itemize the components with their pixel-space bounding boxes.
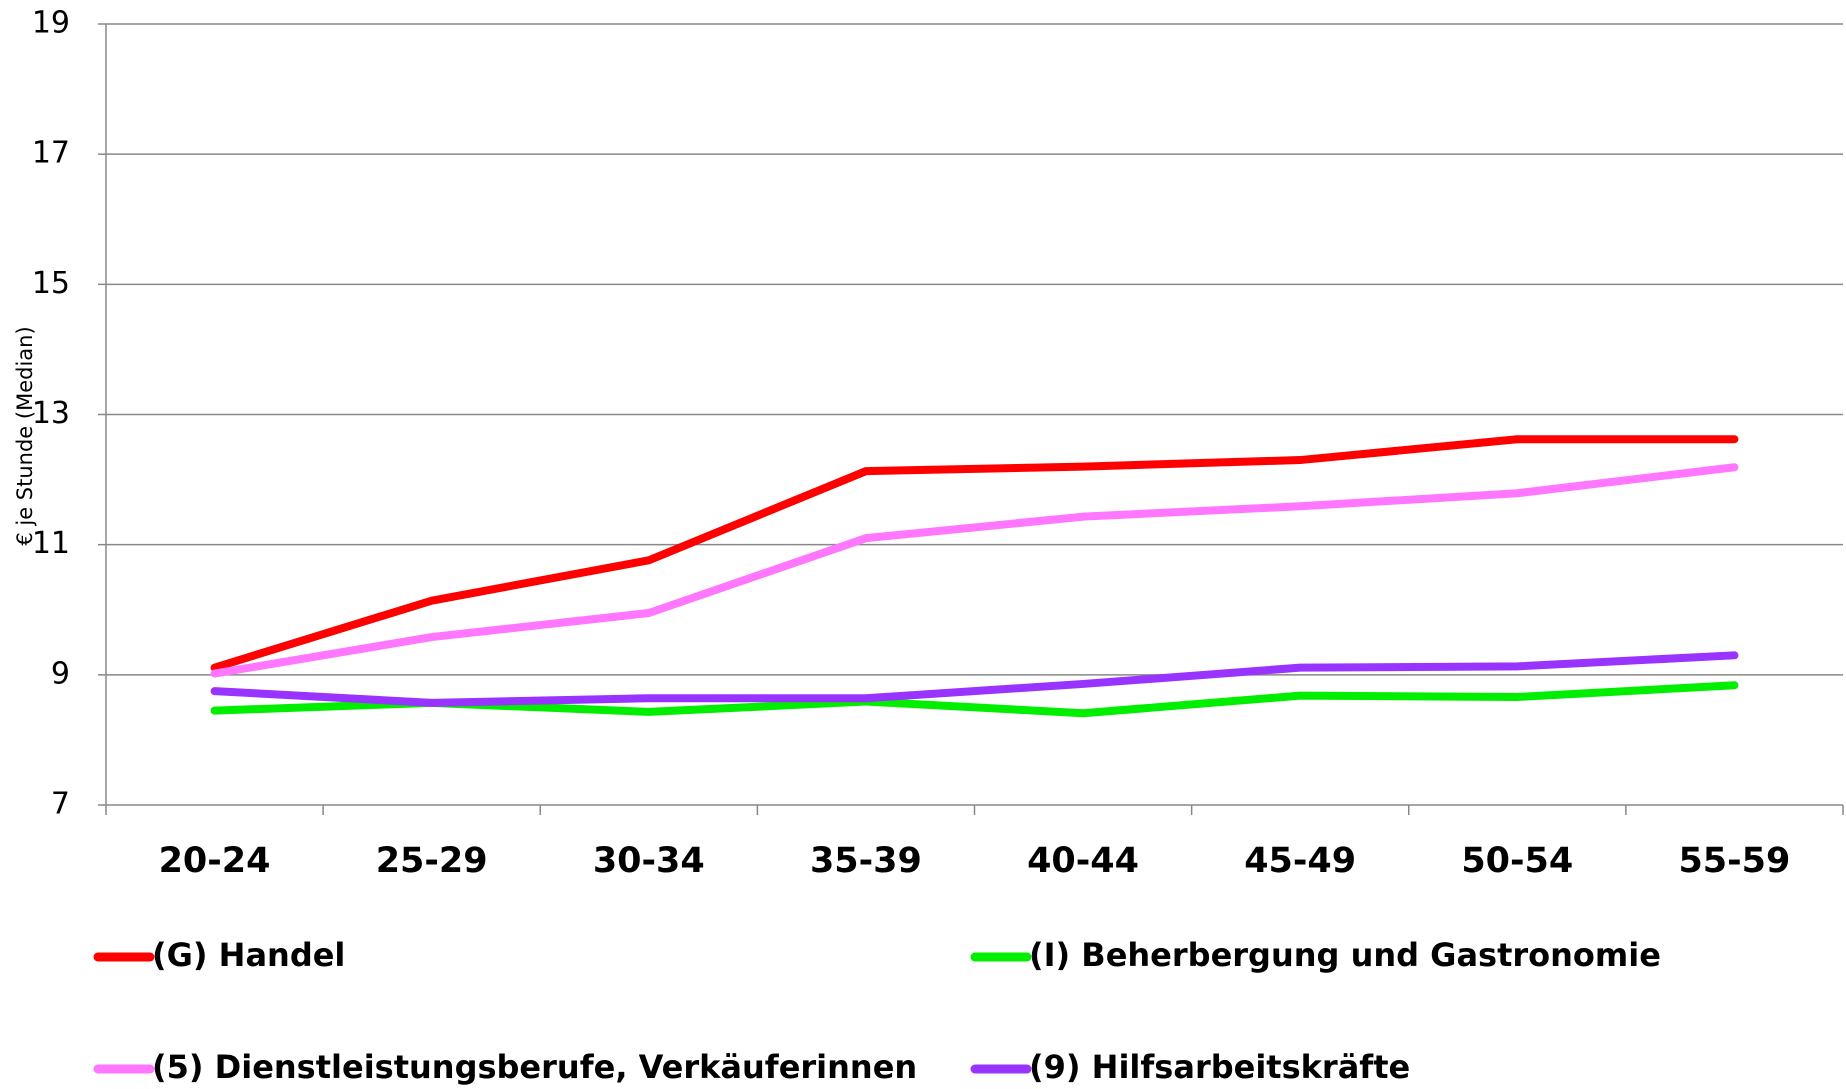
y-tick-label: 19 [32,6,70,41]
legend-label: (9) Hilfsarbeitskräfte [1029,1048,1410,1086]
series-line [210,435,1739,672]
x-tick-label: 35-39 [810,841,922,881]
x-tick-label: 45-49 [1244,841,1356,881]
x-tick-label: 25-29 [376,841,488,881]
legend-label: (I) Beherbergung und Gastronomie [1029,936,1661,974]
x-tick-label: 55-59 [1678,841,1790,881]
y-tick-label: 13 [32,396,70,431]
series-line [210,463,1739,678]
x-tick-label: 30-34 [593,841,705,881]
y-axis-title: € je Stunde (Median) [13,326,37,545]
series-line [210,651,1739,707]
y-tick-label: 15 [32,266,70,301]
y-tick-label: 9 [51,656,70,691]
x-tick-label: 20-24 [159,841,271,881]
x-tick-label: 40-44 [1027,841,1139,881]
y-tick-label: 7 [51,787,70,822]
x-tick-label: 50-54 [1461,841,1573,881]
y-tick-label: 11 [32,526,70,561]
y-tick-label: 17 [32,136,70,171]
legend-label: (G) Handel [152,936,345,974]
legend-label: (5) Dienstleistungsberufe, Verkäuferinne… [152,1048,917,1086]
